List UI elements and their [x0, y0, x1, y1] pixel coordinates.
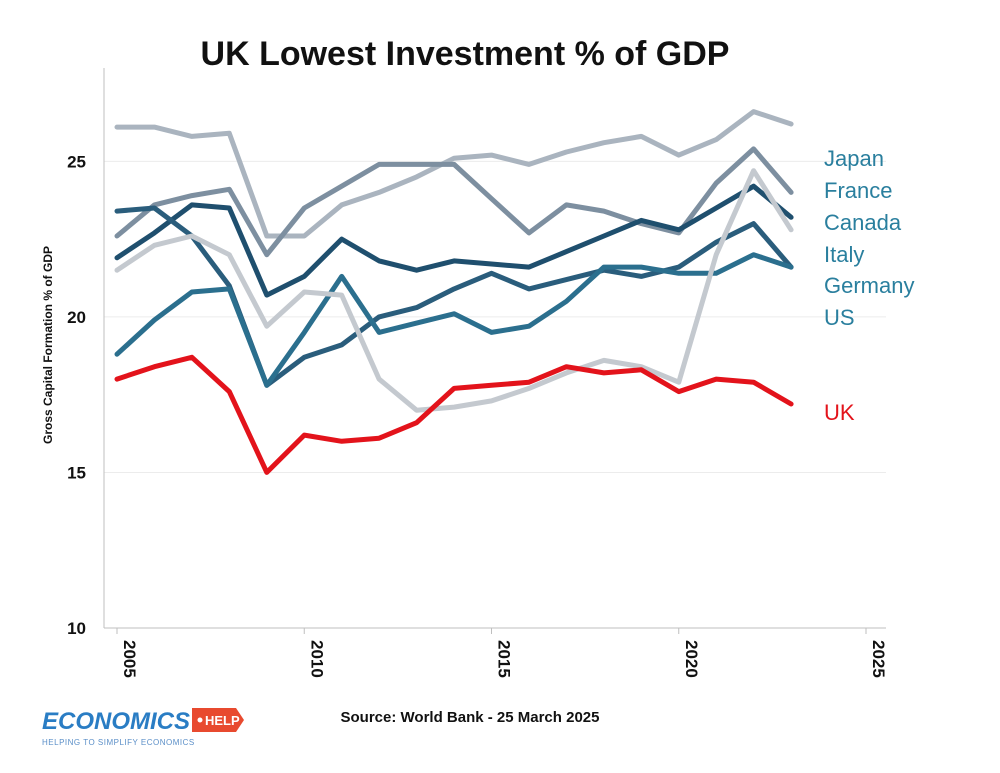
legend-label-germany: Germany — [824, 273, 914, 298]
logo-text: ECONOMICS — [42, 708, 190, 735]
y-axis-label: Gross Capital Formation % of GDP — [41, 246, 55, 444]
legend-label-canada: Canada — [824, 210, 902, 235]
x-tick-label: 2005 — [120, 640, 139, 678]
economics-help-logo: ECONOMICS HELP HELPING TO SIMPLIFY ECONO… — [42, 708, 244, 747]
gridlines — [104, 160, 886, 473]
series-line-us — [114, 168, 794, 413]
series-line-canada — [114, 183, 794, 298]
series-line-uk — [114, 354, 794, 475]
logo-tag-icon — [192, 708, 244, 732]
x-tick-label: 2015 — [495, 640, 514, 678]
logo-tag-hole-icon — [197, 717, 203, 723]
y-tick-label: 20 — [67, 308, 86, 327]
series-line-japan — [114, 109, 794, 239]
y-tick-label: 15 — [67, 463, 86, 482]
chart-title: UK Lowest Investment % of GDP — [201, 35, 730, 73]
series-lines — [114, 109, 794, 475]
series-line-france — [114, 146, 794, 258]
legend-label-us: US — [824, 305, 855, 330]
x-tick-label: 2025 — [869, 640, 888, 678]
y-tick-labels: 10 15 20 25 — [67, 152, 86, 638]
y-tick-label: 25 — [67, 152, 86, 171]
series-line-italy — [114, 205, 794, 388]
source-note: Source: World Bank - 25 March 2025 — [341, 709, 600, 726]
x-tick-label: 2020 — [682, 640, 701, 678]
x-tick-label: 2010 — [307, 640, 326, 678]
legend-label-france: France — [824, 178, 892, 203]
legend-label-italy: Italy — [824, 242, 864, 267]
series-line-germany — [114, 252, 794, 388]
x-tick-labels: 2005 2010 2015 2020 2025 — [116, 628, 888, 678]
legend-label-uk: UK — [824, 400, 855, 425]
legend-label-japan: Japan — [824, 146, 884, 171]
logo-tagline: HELPING TO SIMPLIFY ECONOMICS — [42, 738, 195, 747]
legend: Japan France Canada Italy Germany US UK — [824, 146, 914, 425]
y-tick-label: 10 — [67, 619, 86, 638]
logo-badge: HELP — [205, 713, 240, 728]
